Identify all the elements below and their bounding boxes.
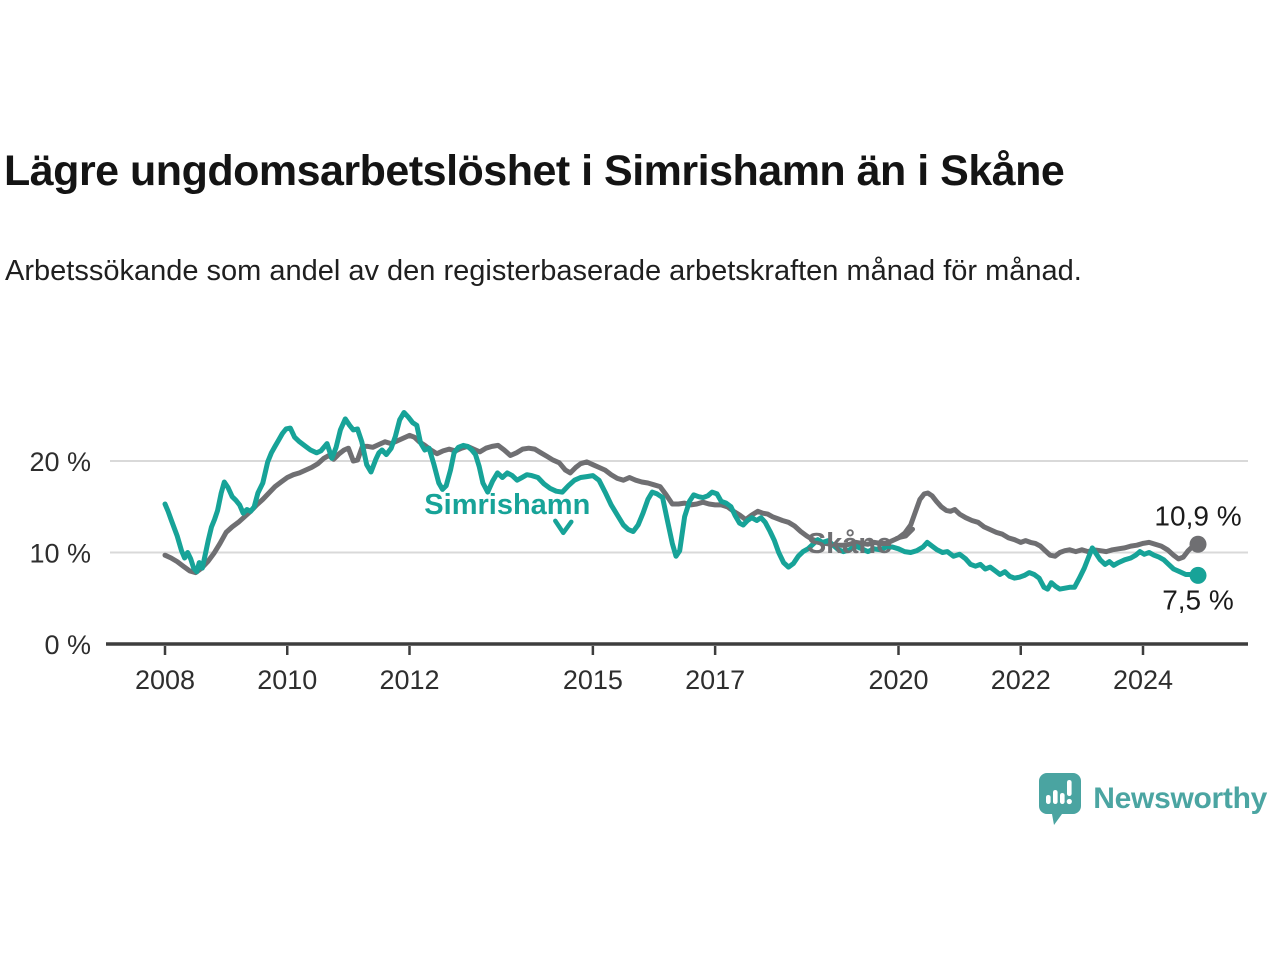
logo-bar-tall [1053, 790, 1058, 804]
x-tick-label: 2010 [257, 665, 317, 695]
newsworthy-logo-icon [1039, 773, 1082, 825]
x-tick-label: 2015 [563, 665, 623, 695]
x-tick-label: 2017 [685, 665, 745, 695]
end-dot-skane [1189, 535, 1207, 553]
y-tick-label: 20 % [29, 447, 91, 477]
y-tick-label: 0 % [44, 630, 91, 660]
newsworthy-logo: Newsworthy [1037, 772, 1267, 826]
brand-name: Newsworthy [1093, 782, 1267, 815]
x-tick-label: 2020 [868, 665, 928, 695]
x-tick-label: 2008 [135, 665, 195, 695]
logo-exclamation-dot [1066, 798, 1073, 805]
series-line-simrishamn [162, 410, 1201, 592]
logo-bar-medium [1060, 793, 1065, 804]
series-label-simrishamn: Simrishamn [424, 489, 590, 521]
series-line-skane [162, 432, 1201, 576]
page-title: Lägre ungdomsarbetslöshet i Simrishamn ä… [4, 147, 1065, 195]
x-tick-label: 2012 [379, 665, 439, 695]
annotation-arrow-down [553, 518, 574, 536]
end-dot-simrishamn [1189, 566, 1207, 584]
end-value-label-simrishamn: 7,5 % [1162, 584, 1234, 615]
x-tick-label: 2022 [991, 665, 1051, 695]
x-tick-label: 2024 [1113, 665, 1173, 695]
logo-exclamation-bar [1067, 780, 1072, 796]
end-value-label-skane: 10,9 % [1154, 500, 1241, 531]
y-tick-label: 10 % [29, 539, 91, 569]
logo-bar-short [1046, 795, 1051, 804]
annotation-arrow-right [894, 526, 916, 541]
series-label-skne: Skåne [807, 528, 892, 560]
chart-subtitle: Arbetssökande som andel av den registerb… [5, 255, 1082, 287]
